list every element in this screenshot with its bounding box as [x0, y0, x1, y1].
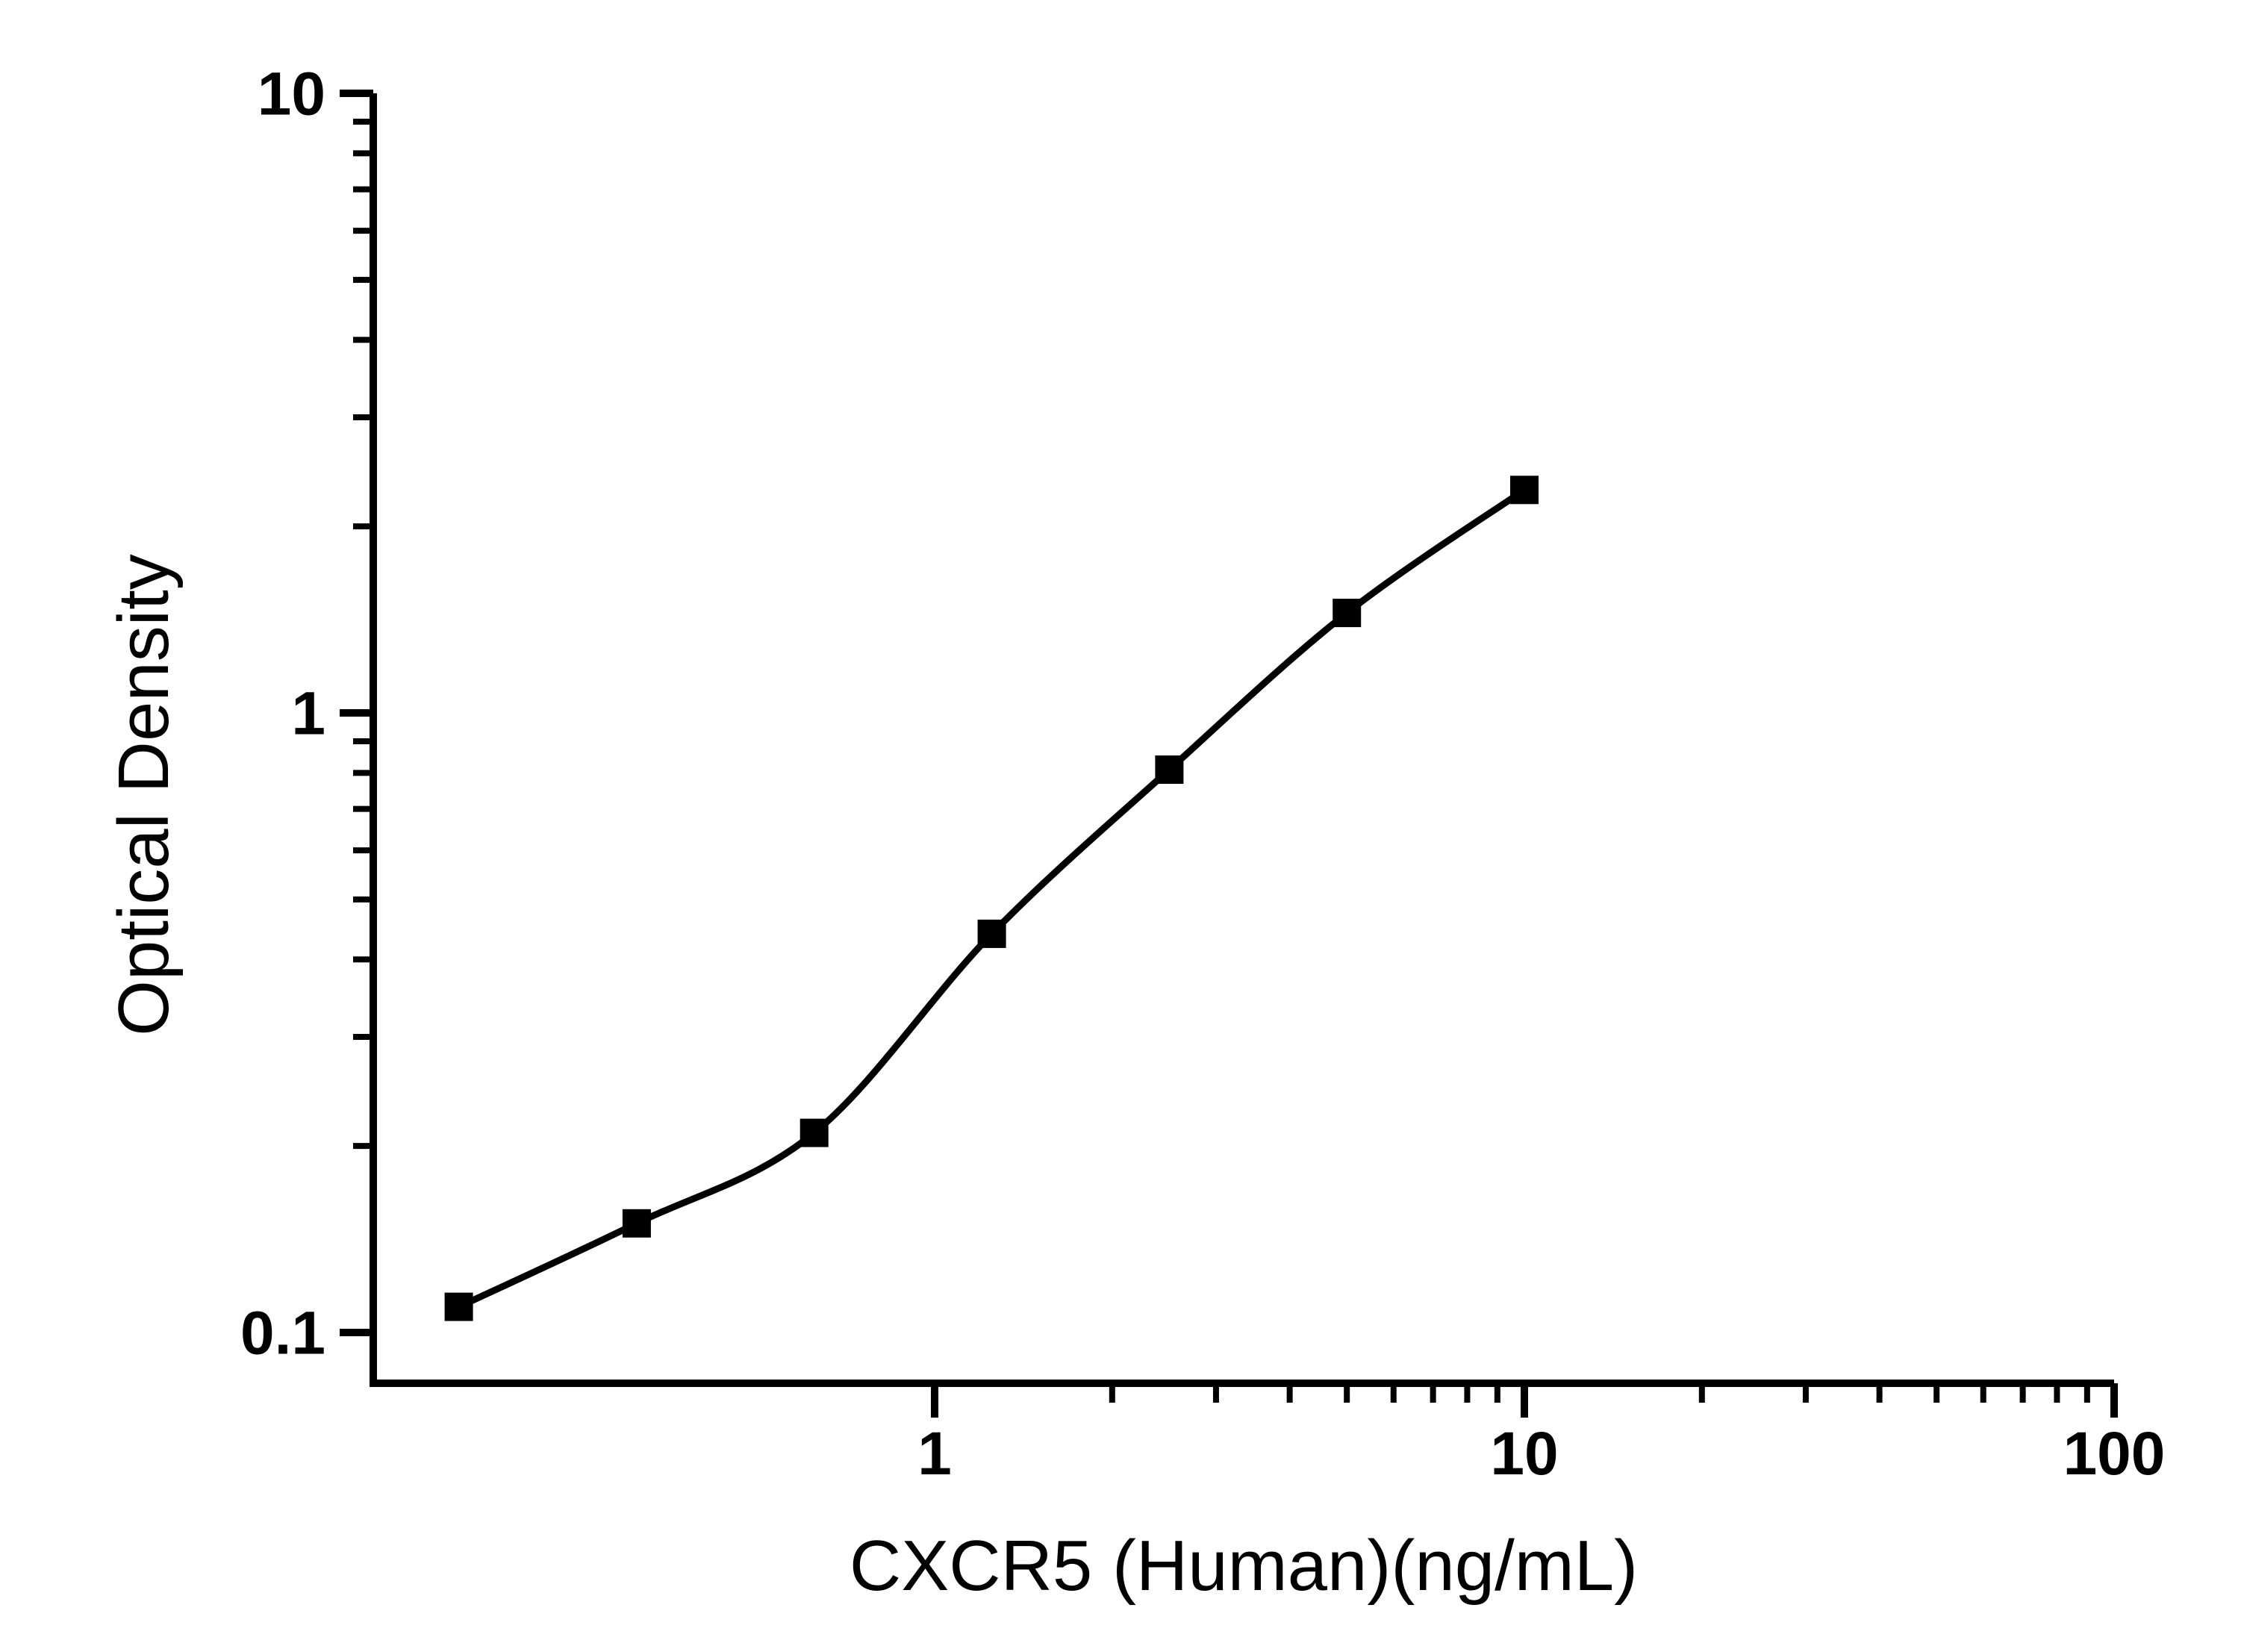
data-point-square: [977, 919, 1006, 948]
x-axis-tick-label: 100: [2063, 1420, 2166, 1488]
y-axis-tick-label: 0.1: [240, 1300, 325, 1368]
data-point-square: [622, 1209, 651, 1238]
x-axis-title: CXCR5 (Human)(ng/mL): [850, 1526, 1638, 1606]
data-point-square: [1333, 599, 1362, 628]
axis-frame: [370, 93, 2114, 1387]
data-point-square: [444, 1292, 473, 1321]
x-axis-tick-label: 10: [1490, 1420, 1558, 1488]
data-point-square: [1155, 755, 1184, 784]
data-point-square: [1510, 476, 1539, 505]
fit-curve: [457, 487, 1527, 1310]
y-axis-title: Optical Density: [104, 554, 184, 1036]
chart-layer: 10 1 0.1 1 10 100: [240, 60, 2165, 1488]
x-axis-tick-label: 1: [917, 1420, 952, 1488]
y-axis-tick-label: 1: [291, 680, 325, 748]
data-point-square: [800, 1118, 829, 1147]
y-axis-tick-label: 10: [258, 60, 325, 128]
